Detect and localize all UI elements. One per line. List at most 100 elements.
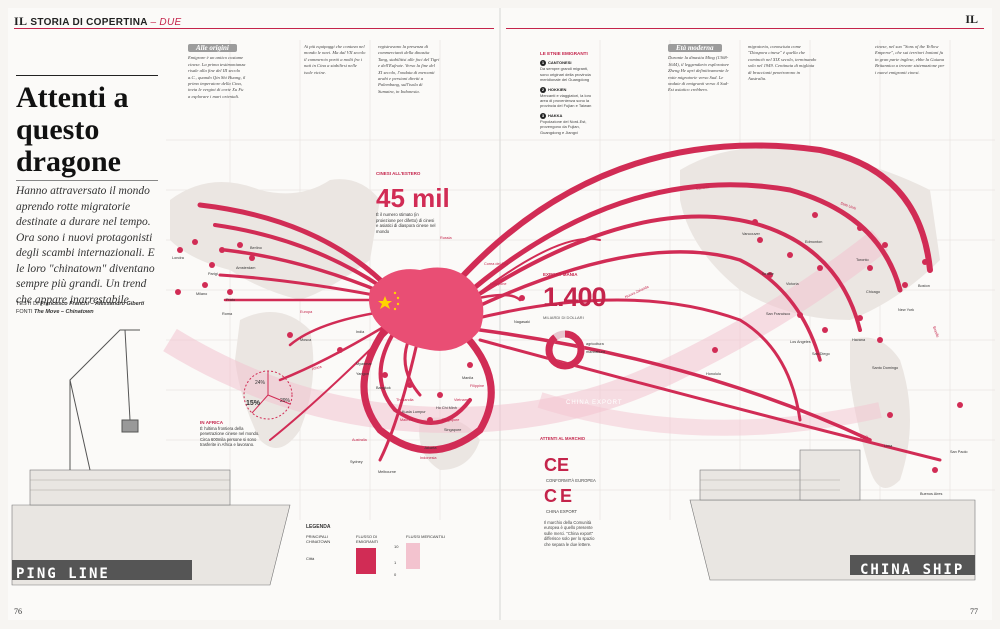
magazine-logo-right: IL	[965, 12, 978, 26]
city-label: Buenos Aires	[920, 492, 943, 496]
africa-text: È l'ultima frontiera della penetrazione …	[200, 425, 260, 448]
city-label: Los Angeles	[790, 340, 811, 344]
city-label: Londra	[172, 256, 184, 260]
route-label: Giappone	[490, 282, 507, 286]
stat-1400-label: EXPORT MANIA	[543, 272, 578, 277]
city-label: Parigi	[208, 272, 218, 276]
legend-scale-top: 10	[394, 544, 399, 549]
legend-mercantili: FLUSSI MERCANTILI	[406, 534, 446, 569]
ce-heading: ATTENTI AL MARCHIO	[540, 436, 586, 441]
stat-1400-legend-1: agricoltura	[586, 342, 604, 346]
headline-rule	[16, 75, 158, 76]
legend-title: LEGENDA	[306, 524, 331, 530]
pie-label-1: 15%	[246, 400, 261, 407]
legend-mercantili-bar	[406, 543, 420, 569]
route-label: Corea del Sud	[484, 262, 509, 266]
sidebar-item-hakka-label: HAKKA	[548, 112, 563, 118]
magazine-logo: IL	[14, 14, 28, 28]
column-6: cinese, nel suo "Sons of the Yellow Empe…	[875, 44, 945, 75]
city-label: Victoria	[786, 282, 799, 286]
ce-label-eu: CONFORMITÀ EUROPEA	[546, 478, 596, 483]
city-label: Lima	[884, 444, 893, 448]
legend-chinatown-title: PRINCIPALI CHINATOWN	[306, 534, 331, 544]
route-label: Filippine	[470, 384, 485, 388]
ship-label-right: CHINA SHIP	[860, 562, 965, 578]
city-label: Kuala Lumpur	[402, 410, 426, 414]
stat-45-label: CINESI ALL'ESTERO	[376, 171, 421, 176]
ce-text: Il marchio della Comunità europea è quel…	[544, 520, 595, 547]
route-label: Indonesia	[420, 456, 437, 460]
credits-authors: Francesco Franchi – Alessandro Giberti	[40, 301, 145, 307]
city-label: Sydney	[350, 460, 363, 464]
headline: Attenti a questo dragone	[16, 81, 129, 178]
route-label: Vietnam	[454, 398, 468, 402]
column-2: Ai più equipaggi che contava nel mondo l…	[304, 44, 366, 75]
city-label: Roma	[222, 312, 233, 316]
sidebar-etnie: LE ETNIE EMIGRANTI 1 CANTONESI Da sempre …	[540, 51, 596, 135]
ce-mark-eu: CE	[544, 455, 570, 475]
legend-mercantili-title: FLUSSI MERCANTILI	[406, 534, 446, 539]
legend-chinatown: PRINCIPALI CHINATOWN Città	[306, 534, 346, 561]
stat-1400-value: 1.400	[543, 282, 607, 312]
city-label: Melbourne	[378, 470, 396, 474]
city-label: San Diego	[812, 352, 830, 356]
lede-rule	[16, 180, 158, 181]
pie-label-3: 29%	[280, 398, 291, 404]
ce-label-china: CHINA EXPORT	[546, 509, 578, 514]
city-label: Chicago	[866, 290, 880, 294]
city-label: Seattle	[762, 272, 774, 276]
sidebar-item-hokkien-label: HOKKIEN	[548, 86, 567, 92]
city-label: Yangon	[356, 372, 369, 376]
eta-moderna-title: Età moderna	[668, 44, 722, 53]
city-label: Santo Domingo	[872, 366, 899, 370]
city-label: San Paolo	[950, 450, 968, 454]
route-label: Russia	[440, 236, 452, 240]
stat-45-text: È il numero stimato (in proiezione per d…	[376, 212, 436, 234]
page-number-right: 77	[970, 607, 978, 616]
route-label: Malesia	[400, 418, 414, 422]
city-label: Amsterdam	[236, 266, 256, 270]
legend-box: LEGENDA PRINCIPALI CHINATOWN Città FLUSS…	[306, 524, 461, 584]
city-label: Bangkok	[376, 386, 391, 390]
city-label: Manila	[462, 376, 474, 380]
pie-label-2: 24%	[255, 380, 266, 386]
city-label: Mosca	[300, 338, 312, 342]
page-number-left: 76	[14, 607, 22, 616]
header-rule-right	[506, 28, 984, 29]
credits: TESTI DI Francesco Franchi – Alessandro …	[16, 300, 166, 316]
route-label: Thailandia	[396, 398, 414, 402]
legend-flusso-title: FLUSSO DI EMIGRANTI	[356, 534, 379, 544]
city-label: Edmonton	[805, 240, 823, 244]
city-label: Honolulu	[706, 372, 721, 376]
city-label: India	[356, 330, 365, 334]
africa-heading: IN AFRICA	[200, 420, 224, 425]
eta-moderna-text: Durante la dinastia Ming (1368-1644), il…	[668, 55, 730, 93]
header-rule-left	[14, 28, 494, 29]
sidebar-item-hakka: 3 HAKKA	[540, 112, 563, 119]
city-label: Vancouver	[742, 232, 760, 236]
column-3: registravano la presenza di commercianti…	[378, 44, 440, 94]
credits-sources: The Move – Chinatown	[34, 309, 94, 315]
city-label: Nagasaki	[514, 320, 530, 324]
city-label: Milano	[196, 292, 208, 296]
sidebar-item-hokkien-text: Mercanti e viaggiatori, la loro area di …	[540, 92, 592, 109]
section-header: IL STORIA DI COPERTINA – DUE	[14, 14, 181, 29]
sidebar-item-cantonesi-label: CANTONESI	[548, 60, 572, 66]
column-eta-moderna: Età moderna Durante la dinastia Ming (13…	[668, 44, 732, 94]
stat-1400-legend-2: manifattura	[586, 350, 605, 354]
legend-flusso: FLUSSO DI EMIGRANTI	[356, 534, 396, 574]
ship-label-left: PING LINE	[16, 566, 110, 582]
column-alle-origini: Alle origini Emigrare è un antico costum…	[188, 44, 246, 100]
sidebar-item-hokkien: 2 HOKKIEN	[540, 86, 567, 93]
city-label: New York	[898, 308, 915, 312]
credits-label-2: FONTI	[16, 309, 33, 315]
route-label: Singapore	[442, 418, 460, 422]
lede: Hanno attraversato il mondo aprendo rott…	[16, 185, 155, 306]
city-label: Boston	[918, 284, 930, 288]
stat-1400-sub: MILIARDI DI DOLLARI	[543, 315, 584, 320]
city-label: Havana	[852, 338, 866, 342]
section-subtitle: – DUE	[150, 17, 182, 28]
route-label: Europa	[300, 310, 313, 314]
